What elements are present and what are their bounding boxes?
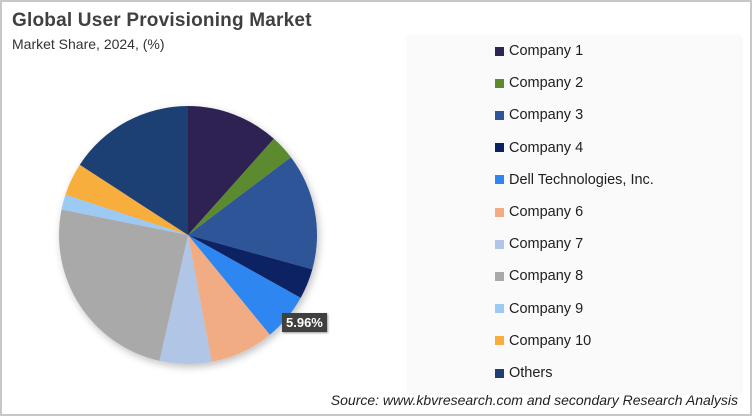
- pie-slice: [159, 235, 212, 364]
- legend-label: Company 7: [509, 236, 584, 253]
- legend-label: Company 9: [509, 300, 584, 317]
- legend-swatch: [495, 239, 504, 249]
- legend-label: Company 10: [509, 332, 592, 349]
- legend-label: Company 3: [509, 107, 584, 124]
- pie-slice: [188, 235, 313, 298]
- legend-item: Company 7: [495, 234, 583, 254]
- legend-item: Company 1: [495, 41, 583, 61]
- legend-swatch: [495, 336, 504, 346]
- pie-slice: [61, 194, 188, 235]
- source-note: Source: www.kbvresearch.com and secondar…: [330, 392, 738, 408]
- pie-slice: [188, 138, 291, 235]
- pie-slice: [188, 106, 274, 235]
- legend-swatch: [495, 110, 504, 120]
- pie-slice: [188, 235, 301, 335]
- legend-label: Dell Technologies, Inc.: [509, 171, 654, 188]
- legend-label: Company 2: [509, 75, 584, 92]
- legend-item: Company 3: [495, 105, 583, 125]
- legend-item: Company 2: [495, 73, 583, 93]
- legend-label: Company 1: [509, 43, 584, 59]
- legend-swatch: [495, 304, 504, 314]
- pie-slice: [79, 106, 188, 235]
- legend-item: Company 10: [495, 331, 591, 351]
- pie-chart: [58, 106, 317, 364]
- legend-item: Company 4: [495, 138, 583, 158]
- legend-label: Company 4: [509, 139, 584, 156]
- legend-swatch: [495, 271, 504, 281]
- legend-swatch: [495, 78, 504, 88]
- pie-slice: [188, 157, 317, 270]
- legend-swatch: [495, 207, 504, 217]
- dell-data-label: 5.96%: [282, 313, 327, 332]
- legend-item: Company 6: [495, 202, 583, 222]
- legend-swatch: [495, 175, 504, 185]
- chart-subtitle: Market Share, 2024, (%): [12, 36, 165, 52]
- legend-label: Company 8: [509, 268, 584, 285]
- legend-swatch: [495, 368, 504, 378]
- legend-label: Others: [509, 365, 553, 381]
- legend-label: Company 6: [509, 204, 584, 220]
- legend: Company 1 Company 2 Company 3 Company 4 Dell…: [407, 35, 740, 393]
- legend-item: Company 9: [495, 299, 583, 319]
- pie-slice: [65, 164, 188, 235]
- legend-item: Company 8: [495, 266, 583, 286]
- legend-item: Others: [495, 363, 553, 383]
- pie-slice: [58, 209, 189, 361]
- pie-slice: [188, 235, 270, 362]
- legend-swatch: [495, 46, 504, 56]
- legend-swatch: [495, 143, 504, 153]
- legend-item: Dell Technologies, Inc.: [495, 170, 654, 190]
- chart-title: Global User Provisioning Market: [12, 10, 312, 31]
